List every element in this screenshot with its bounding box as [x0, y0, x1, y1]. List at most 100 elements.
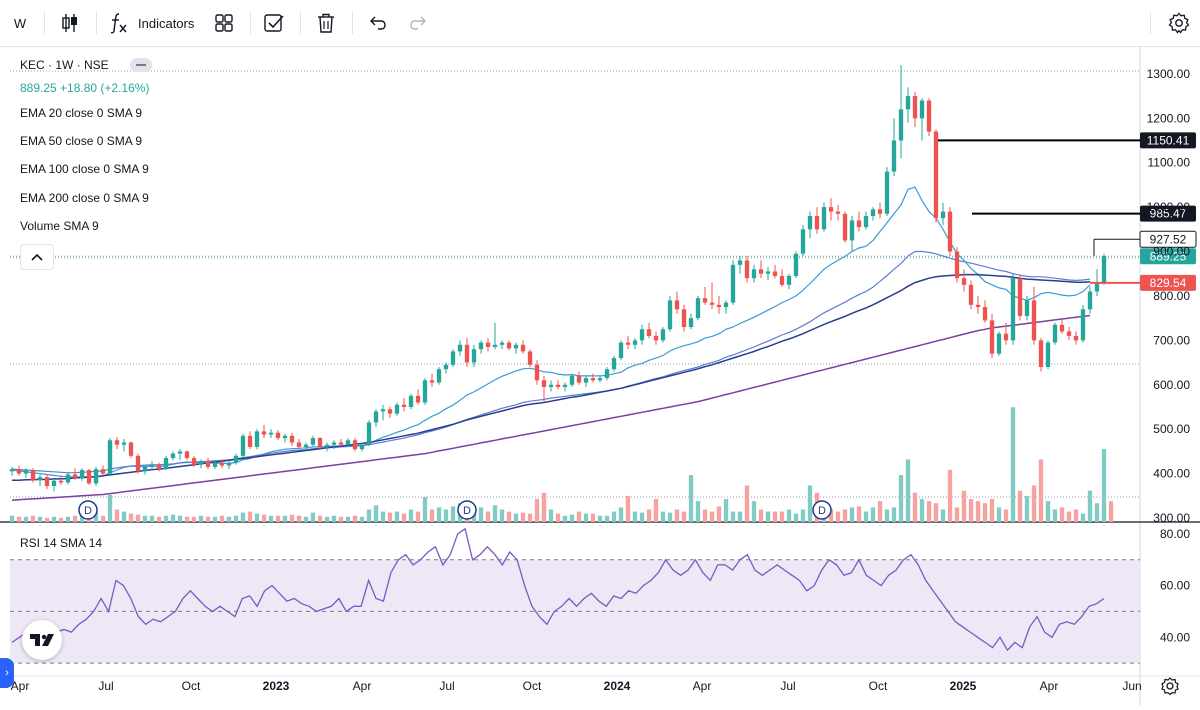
price-axis-label: 400.00	[1153, 467, 1190, 481]
candle-body	[1010, 278, 1016, 341]
candle-body	[541, 380, 547, 387]
time-axis-label: Apr	[1040, 679, 1059, 693]
volume-bar	[674, 509, 680, 522]
checkbox-icon	[264, 14, 284, 32]
volume-bar	[905, 459, 911, 522]
time-axis-label: Apr	[11, 679, 30, 693]
undo-icon	[370, 16, 386, 30]
time-axis-label: Oct	[869, 679, 888, 693]
volume-bar	[541, 492, 547, 522]
candle-body	[1080, 309, 1086, 341]
layout-button[interactable]	[210, 8, 238, 38]
volume-bar	[695, 501, 701, 522]
candle-body	[408, 395, 414, 407]
volume-bar	[44, 517, 50, 522]
candle-body	[674, 300, 680, 310]
legend-more-pill[interactable]	[130, 58, 152, 72]
candle-body	[128, 442, 134, 456]
ema100-legend[interactable]: EMA 100 close 0 SMA 9	[20, 162, 149, 176]
candle-body	[184, 451, 190, 459]
volume-bar	[590, 513, 596, 522]
candle-body	[352, 440, 358, 450]
candle-body	[310, 438, 316, 445]
candle-body	[247, 435, 253, 447]
volume-bar	[961, 490, 967, 522]
time-axis-label: 2025	[950, 679, 977, 693]
candle-body	[177, 451, 183, 454]
dividend-marker-icon	[78, 500, 98, 520]
volume-bar	[51, 516, 57, 522]
volume-bar	[835, 511, 841, 522]
rsi-legend[interactable]: RSI 14 SMA 14	[20, 536, 103, 550]
toolbar-divider	[96, 12, 97, 34]
price-chart[interactable]: 1150.41 985.47 927.52 889.25 829.54 D D D 1300…	[0, 46, 1200, 705]
candle-body	[1059, 324, 1065, 332]
interval-selector[interactable]: W	[8, 8, 32, 38]
indicators-button[interactable]: Indicators	[108, 8, 196, 38]
ema50-legend[interactable]: EMA 50 close 0 SMA 9	[20, 134, 143, 148]
undo-button[interactable]	[364, 8, 392, 38]
candle-body	[548, 384, 554, 387]
symbol-legend[interactable]: KEC · 1W · NSE	[20, 58, 109, 72]
collapse-legend-button[interactable]	[20, 244, 54, 270]
volume-bar	[359, 516, 365, 522]
volume-legend[interactable]: Volume SMA 9	[20, 219, 99, 233]
candle-body	[149, 464, 155, 467]
volume-bar	[618, 507, 624, 522]
volume-bar	[16, 516, 22, 522]
candle-body	[359, 444, 365, 450]
candle-body	[919, 100, 925, 119]
candle-body	[254, 431, 260, 447]
volume-bar	[240, 512, 246, 522]
candle-body	[709, 302, 715, 305]
chart-type-button[interactable]	[56, 8, 84, 38]
dividend-marker-letter: D	[463, 505, 471, 517]
volume-bar	[422, 496, 428, 522]
candle-body	[800, 229, 806, 254]
candle-body	[765, 271, 771, 274]
candle-body	[198, 461, 204, 465]
ema20-legend[interactable]: EMA 20 close 0 SMA 9	[20, 106, 143, 120]
expand-panel-tab[interactable]: ›	[0, 658, 14, 688]
time-axis-label: Oct	[523, 679, 542, 693]
volume-bar	[233, 515, 239, 522]
candle-body	[219, 462, 225, 466]
ema200-legend[interactable]: EMA 200 close 0 SMA 9	[20, 191, 149, 205]
price-label-box	[1140, 132, 1196, 149]
chevron-right-icon: ›	[5, 667, 9, 679]
chart-area[interactable]: 1150.41 985.47 927.52 889.25 829.54 D D D 1300…	[0, 46, 1200, 705]
volume-bar	[772, 511, 778, 522]
delete-button[interactable]	[312, 8, 340, 38]
candle-body	[583, 378, 589, 383]
interval-label: W	[13, 15, 27, 31]
redo-button[interactable]	[404, 8, 432, 38]
logo-mark-icon	[30, 634, 54, 646]
volume-bar	[1087, 490, 1093, 522]
top-toolbar: W Indicators	[0, 0, 1200, 47]
tradingview-logo-icon	[22, 620, 62, 660]
volume-bar	[219, 515, 225, 522]
volume-bar	[527, 513, 533, 522]
candle-body	[653, 335, 659, 341]
volume-bar	[394, 511, 400, 522]
alert-button[interactable]	[260, 8, 288, 38]
settings-button[interactable]	[1164, 8, 1194, 38]
candle-body	[842, 213, 848, 241]
axes: 1300.00 1200.00 1100.00 1000.00 900.00 800.00…	[0, 67, 1200, 696]
candle-body	[9, 469, 15, 472]
volume-bar	[632, 511, 638, 522]
candle-body	[590, 378, 596, 381]
candle-body	[86, 470, 92, 484]
volume-bar	[611, 511, 617, 522]
volume-bar	[982, 503, 988, 522]
candle-body	[37, 477, 43, 481]
candle-body	[877, 209, 883, 214]
candle-body	[121, 442, 127, 445]
candle-body	[982, 307, 988, 321]
volume-bar	[1031, 485, 1037, 522]
candle-body	[1066, 331, 1072, 336]
candle-body	[646, 329, 652, 336]
price-label-text: 1150.41	[1147, 133, 1190, 147]
candle-body	[933, 131, 939, 219]
volume-bar	[1059, 507, 1065, 522]
